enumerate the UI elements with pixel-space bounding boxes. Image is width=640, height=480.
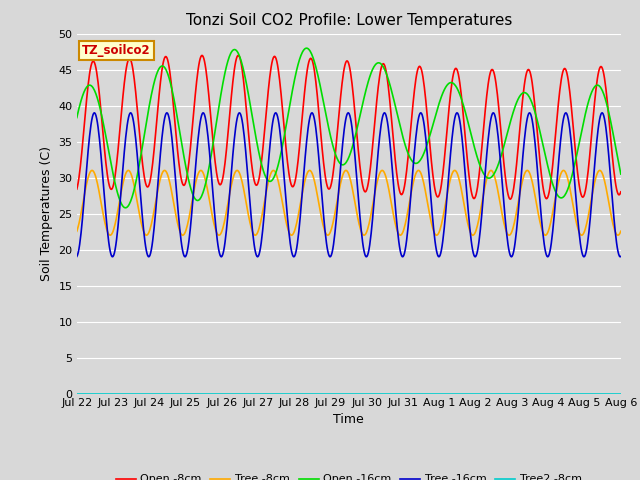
Tree -16cm: [163, 110, 171, 116]
Open -16cm: [237, 59, 245, 64]
Tree -16cm: [406, 201, 414, 207]
Open -8cm: [237, 61, 245, 67]
Legend: Open -8cm, Tree -8cm, Open -16cm, Tree -16cm, Tree2 -8cm: Open -8cm, Tree -8cm, Open -16cm, Tree -…: [111, 470, 586, 480]
Tree -8cm: [237, 176, 245, 181]
Open -8cm: [264, 87, 272, 93]
Open -16cm: [138, 150, 145, 156]
Tree -16cm: [285, 229, 292, 235]
Tree -16cm: [617, 253, 625, 259]
Line: Tree -16cm: Tree -16cm: [77, 113, 621, 257]
Open -8cm: [436, 190, 444, 195]
Tree2 -8cm: [73, 391, 81, 396]
Line: Open -16cm: Open -16cm: [77, 48, 621, 208]
Open -16cm: [303, 45, 310, 51]
Tree2 -8cm: [405, 391, 413, 396]
Tree -8cm: [617, 228, 625, 234]
Tree2 -8cm: [284, 391, 292, 396]
Tree -8cm: [285, 229, 292, 235]
Tree -8cm: [406, 196, 414, 202]
Tree -16cm: [264, 161, 272, 167]
Tree2 -8cm: [435, 391, 443, 396]
Open -16cm: [285, 108, 292, 113]
Open -8cm: [235, 52, 243, 58]
Open -16cm: [73, 115, 81, 120]
Line: Tree -8cm: Tree -8cm: [77, 170, 621, 235]
Open -16cm: [617, 171, 625, 177]
Tree -16cm: [290, 254, 298, 260]
Open -16cm: [122, 205, 129, 211]
Tree -8cm: [73, 228, 81, 234]
Open -16cm: [437, 96, 445, 102]
Open -8cm: [137, 143, 145, 148]
Tree -16cm: [237, 114, 245, 120]
Open -16cm: [264, 178, 272, 184]
Open -8cm: [617, 189, 625, 195]
Tree -8cm: [360, 232, 368, 238]
Tree -8cm: [264, 180, 272, 185]
Open -8cm: [285, 170, 292, 176]
Tree2 -8cm: [137, 391, 145, 396]
X-axis label: Time: Time: [333, 413, 364, 426]
Tree2 -8cm: [617, 391, 625, 396]
Tree -16cm: [137, 193, 145, 199]
Y-axis label: Soil Temperatures (C): Soil Temperatures (C): [40, 146, 53, 281]
Tree -16cm: [73, 253, 81, 259]
Tree2 -8cm: [264, 391, 271, 396]
Open -16cm: [406, 155, 414, 161]
Text: TZ_soilco2: TZ_soilco2: [82, 44, 151, 58]
Open -8cm: [406, 140, 413, 145]
Tree -8cm: [233, 168, 241, 173]
Tree -16cm: [437, 251, 445, 256]
Tree -8cm: [437, 225, 445, 230]
Title: Tonzi Soil CO2 Profile: Lower Temperatures: Tonzi Soil CO2 Profile: Lower Temperatur…: [186, 13, 512, 28]
Open -8cm: [506, 196, 514, 202]
Open -8cm: [73, 186, 81, 192]
Line: Open -8cm: Open -8cm: [77, 55, 621, 199]
Tree2 -8cm: [237, 391, 244, 396]
Tree -8cm: [137, 217, 145, 223]
